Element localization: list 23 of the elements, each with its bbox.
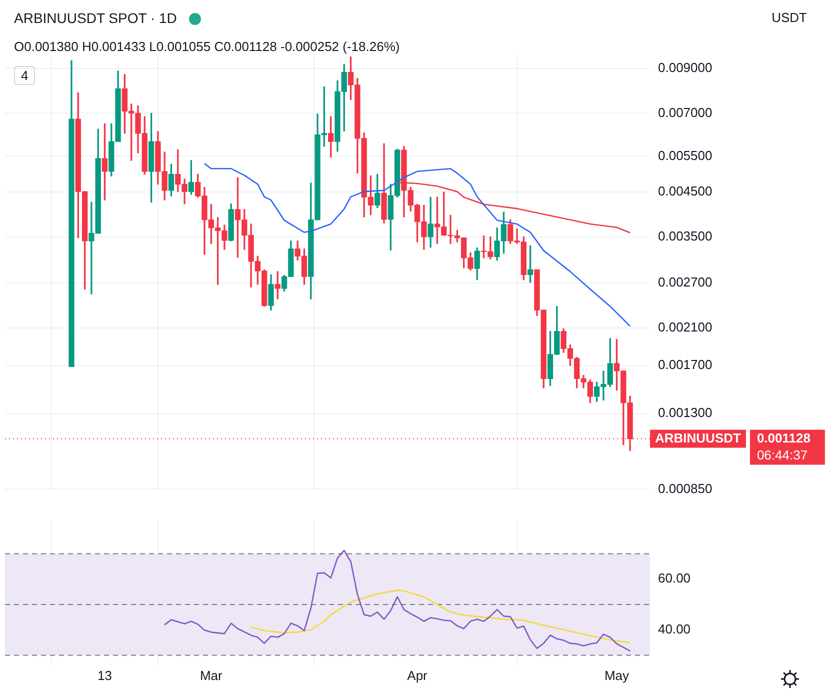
text: 06:44:37 <box>756 447 808 462</box>
y-tick-label: 0.002100 <box>658 319 712 334</box>
y-tick-label: 0.003500 <box>658 228 712 244</box>
x-tick-label: 13 <box>98 668 112 683</box>
x-tick-label: May <box>604 668 630 683</box>
y-tick-label: 0.007000 <box>658 104 712 120</box>
y-tick-label: 0.001700 <box>658 357 712 372</box>
ref-line-label: ARBINUUSDT <box>655 430 741 446</box>
chart-title: ARBINUUSDT SPOT · 1D <box>14 10 177 26</box>
x-tick-label: Apr <box>407 668 428 683</box>
y-tick-label: 40.00 <box>658 621 691 636</box>
y-tick-label: 60.00 <box>658 570 691 586</box>
y-tick-label: 0.005500 <box>658 148 712 163</box>
text: 0.001128 <box>756 430 810 446</box>
x-tick-label: Mar <box>200 668 223 683</box>
annotation: 4 <box>14 66 36 85</box>
y-tick-label: 0.004500 <box>658 184 712 199</box>
text: USDT <box>772 10 807 25</box>
y-tick-label: 0.000850 <box>658 480 712 496</box>
y-tick-label: 0.001300 <box>658 405 712 420</box>
y-tick-label: 0.009000 <box>658 60 712 75</box>
y-tick-label: 0.002700 <box>658 274 712 290</box>
chart-subtitle: O0.001380 H0.001433 L0.001055 C0.001128 -0.000252 (-18.26%) <box>14 39 400 54</box>
